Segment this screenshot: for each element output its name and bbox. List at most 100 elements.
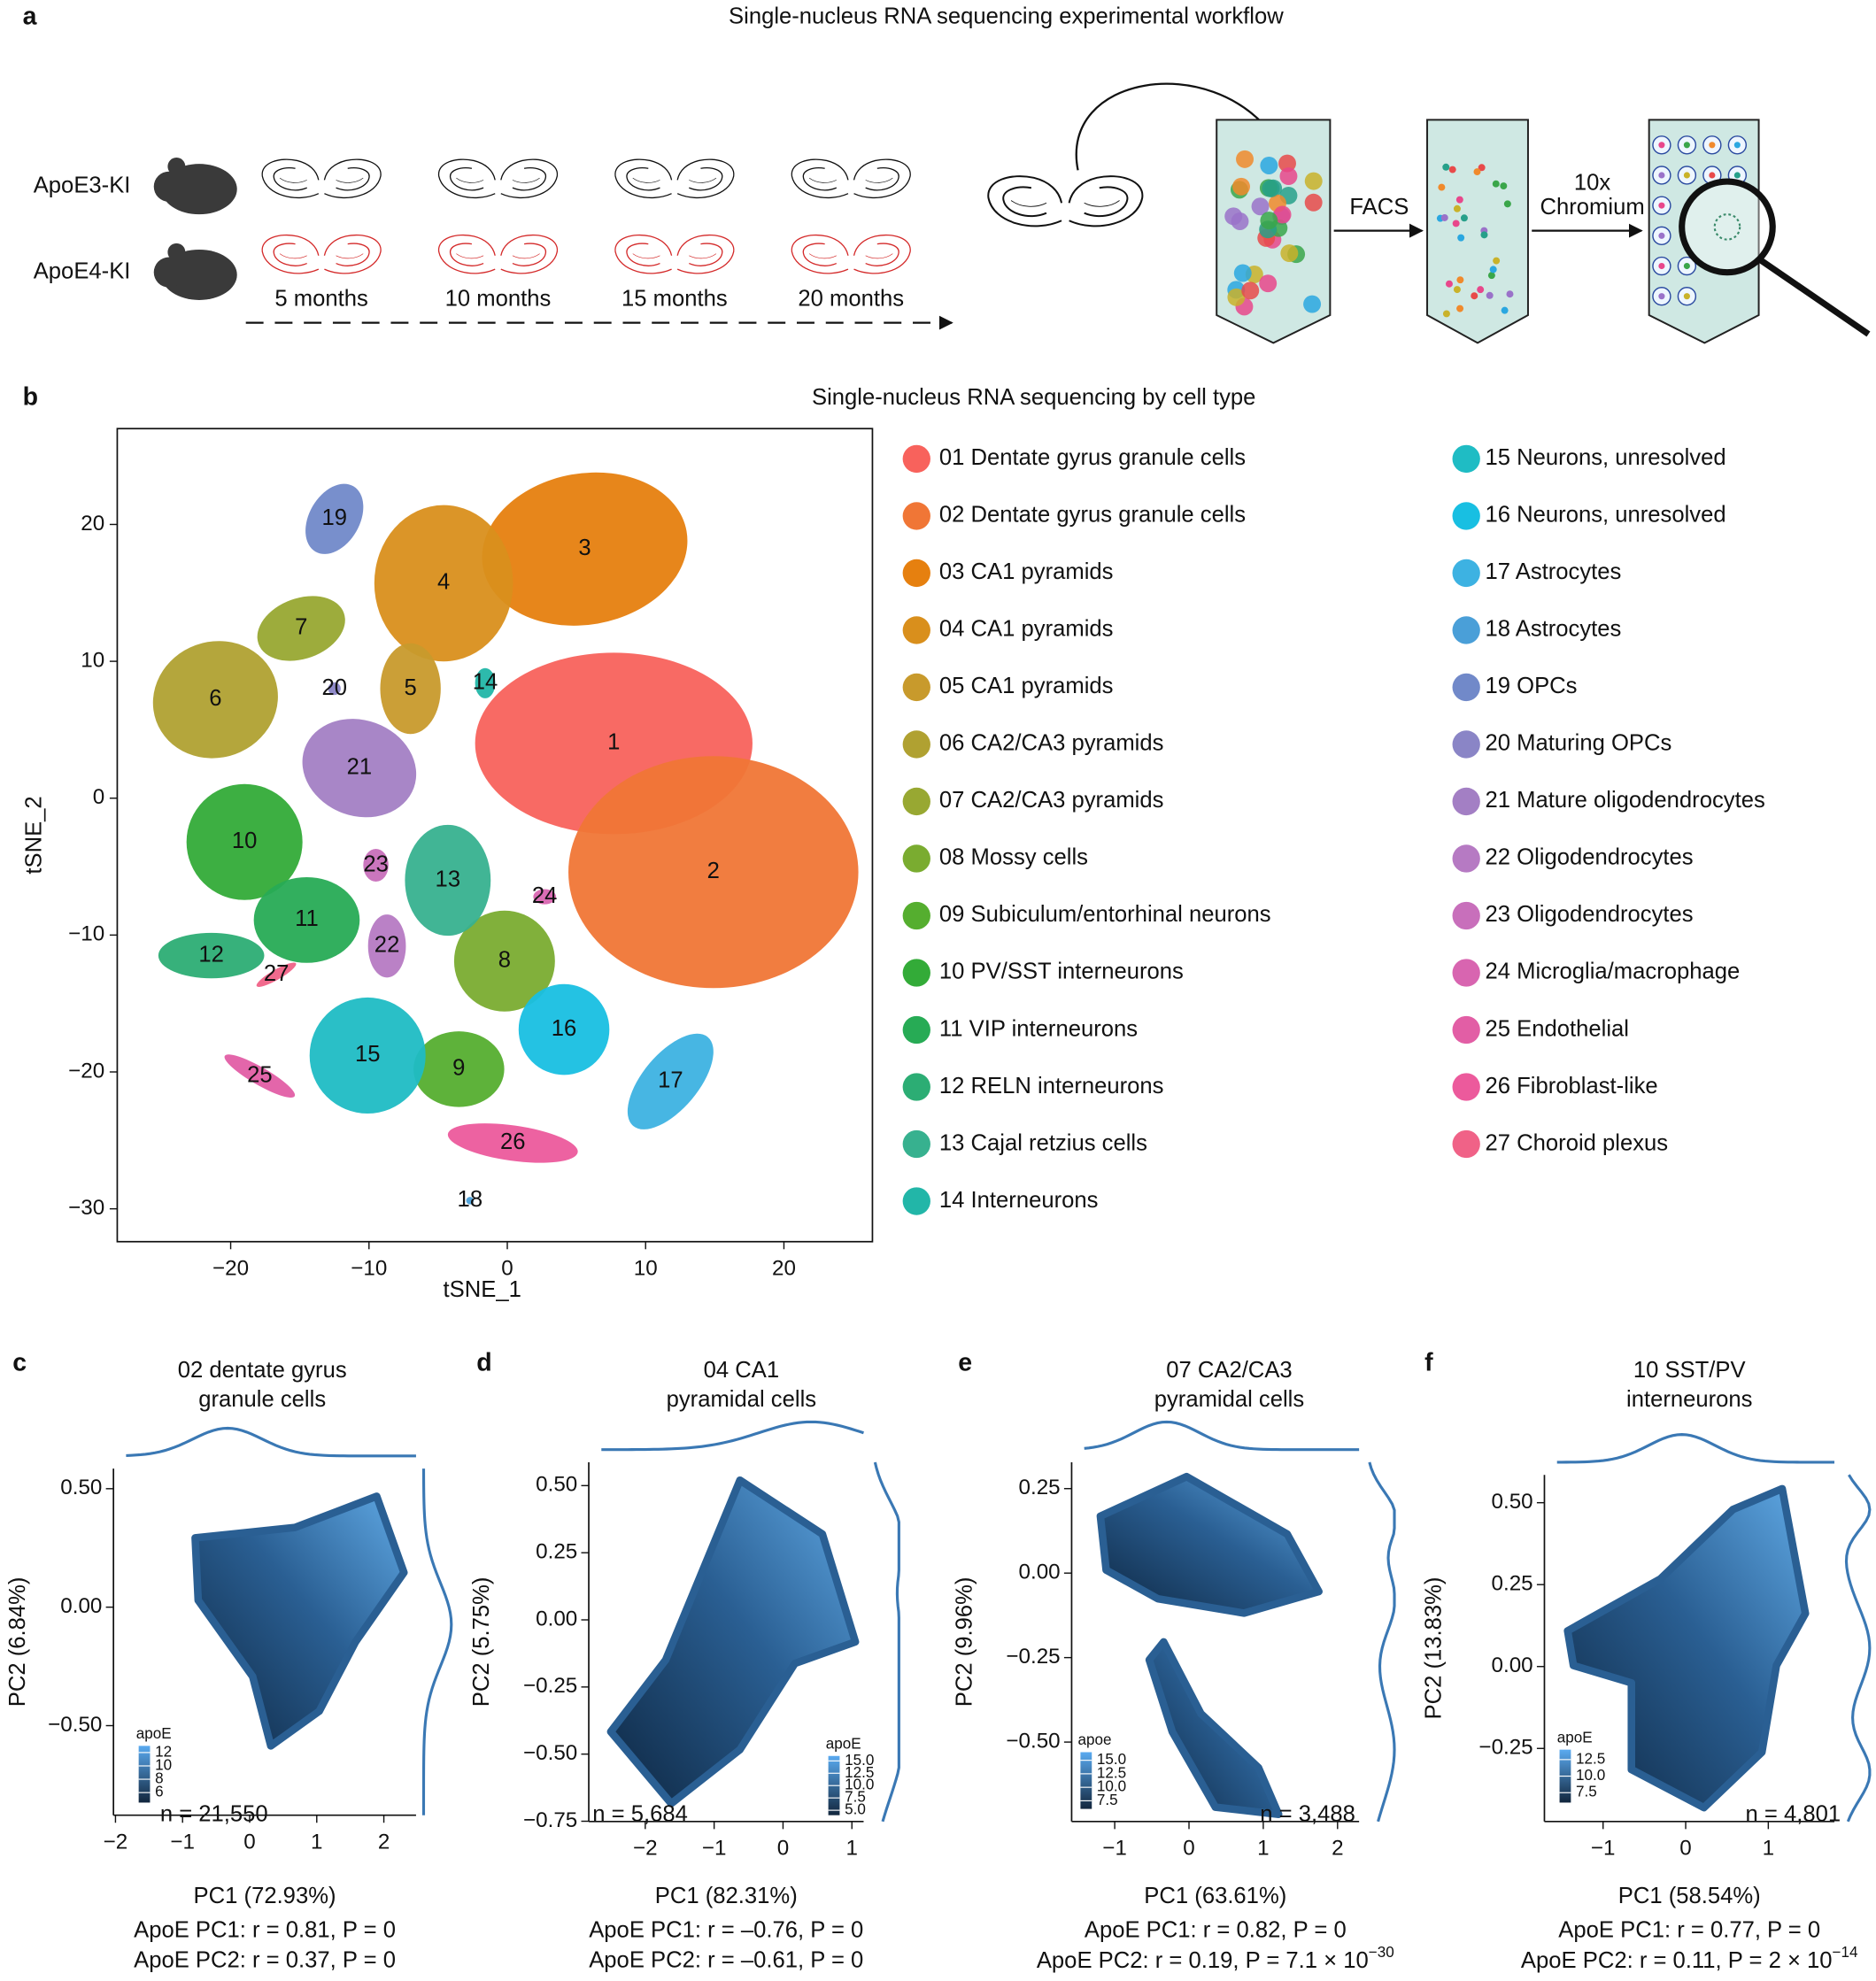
colorbar-tick-label: 10.0 xyxy=(1097,1778,1126,1795)
x-axis-label: PC1 (82.31%) xyxy=(655,1884,798,1908)
legend-swatch xyxy=(902,787,930,816)
legend-swatch xyxy=(902,959,930,987)
colorbar-tick-label: 10.0 xyxy=(845,1777,874,1793)
colorbar-tick-label: 7.5 xyxy=(845,1789,866,1806)
legend-swatch xyxy=(1452,502,1480,530)
cluster xyxy=(158,932,265,979)
nucleus xyxy=(1455,196,1463,204)
legend-label: 10 PV/SST interneurons xyxy=(939,960,1184,984)
marginal-density xyxy=(873,1461,900,1823)
x-tick-label: −2 xyxy=(633,1837,658,1861)
cluster xyxy=(475,667,496,698)
panel-title: 02 dentate gyrus xyxy=(178,1358,347,1383)
legend-label: 17 Astrocytes xyxy=(1486,559,1622,584)
stats-text: ApoE PC2: r = 0.11, P = 2 × 10 xyxy=(1521,1948,1833,1973)
legend-label: 25 Endothelial xyxy=(1486,1016,1629,1041)
marginal-density xyxy=(1844,1474,1872,1823)
point-cloud xyxy=(191,1492,408,1750)
x-tick-label: 1 xyxy=(846,1837,858,1861)
nucleus xyxy=(1709,142,1716,149)
panel-title: pyramidal cells xyxy=(667,1387,816,1412)
nucleus xyxy=(1280,244,1299,263)
panel-letter: d xyxy=(476,1348,491,1376)
colorbar-title: apoE xyxy=(826,1735,861,1752)
legend-swatch xyxy=(902,444,930,474)
hippocampus xyxy=(614,234,735,274)
y-axis-label: PC2 (6.84%) xyxy=(5,1577,30,1707)
y-tick-label: −20 xyxy=(68,1059,104,1083)
legend-swatch xyxy=(902,1015,930,1044)
y-tick-label: 0.25 xyxy=(1492,1572,1533,1596)
legend-swatch xyxy=(1452,730,1480,759)
colorbar-title: apoE xyxy=(136,1725,172,1742)
cluster-label: 16 xyxy=(552,1016,577,1041)
cluster-label: 13 xyxy=(436,867,461,891)
stats-line: ApoE PC2: r = –0.61, P = 0 xyxy=(589,1948,863,1973)
nucleus xyxy=(1489,266,1497,274)
stats-line: ApoE PC2: r = 0.19, P = 7.1 × 10−30 xyxy=(1037,1943,1394,1972)
legend-label: 01 Dentate gyrus granule cells xyxy=(939,445,1246,470)
legend-label: 22 Oligodendrocytes xyxy=(1486,845,1694,870)
colorbar xyxy=(138,1746,151,1803)
nucleus xyxy=(1251,197,1270,216)
legend-swatch xyxy=(1452,616,1480,644)
nucleus xyxy=(1303,295,1322,313)
nucleus xyxy=(1478,164,1486,172)
point-cloud xyxy=(1563,1484,1810,1812)
legend-swatch xyxy=(1452,787,1480,816)
nucleus xyxy=(1233,264,1252,282)
nucleus xyxy=(1457,234,1465,242)
panel-letter: a xyxy=(23,2,38,30)
hippocampus xyxy=(791,158,911,199)
marginal-density xyxy=(601,1420,864,1452)
cluster xyxy=(186,783,303,900)
n-label: n = 3,488 xyxy=(1260,1801,1355,1826)
x-tick-label: −1 xyxy=(702,1837,727,1861)
legend-label: 27 Choroid plexus xyxy=(1486,1130,1669,1155)
cluster xyxy=(405,824,491,937)
legend-label: 05 CA1 pyramids xyxy=(939,674,1114,698)
point-cloud xyxy=(606,1476,860,1808)
legend-label: 04 CA1 pyramids xyxy=(939,617,1114,642)
cluster-label: 26 xyxy=(500,1129,526,1154)
nucleus xyxy=(1304,193,1323,212)
cluster xyxy=(363,848,389,883)
x-tick-label: −10 xyxy=(351,1256,387,1280)
nucleus xyxy=(1453,286,1461,294)
panel-letter: b xyxy=(23,383,38,412)
legend-label: 06 CA2/CA3 pyramids xyxy=(939,731,1164,756)
cluster-label: 1 xyxy=(607,730,620,755)
y-tick-label: 0.00 xyxy=(1019,1561,1061,1584)
group-label: ApoE4-KI xyxy=(34,258,131,283)
cluster-label: 9 xyxy=(452,1056,465,1081)
stats-exponent: −14 xyxy=(1833,1943,1858,1960)
cluster xyxy=(533,889,557,905)
x-tick-label: 2 xyxy=(1332,1837,1343,1861)
cluster-label: 23 xyxy=(363,852,389,876)
nucleus xyxy=(1683,293,1690,300)
cluster xyxy=(466,1197,475,1205)
cluster-label: 20 xyxy=(321,675,347,700)
timepoint-label: 20 months xyxy=(798,287,904,312)
y-tick-label: 0.25 xyxy=(536,1540,577,1564)
colorbar-tick-label: 15.0 xyxy=(1097,1751,1126,1768)
cluster xyxy=(482,472,688,626)
nucleus xyxy=(1448,166,1456,173)
nucleus xyxy=(1487,272,1495,280)
y-tick-label: −0.25 xyxy=(523,1674,577,1698)
nucleus xyxy=(1445,280,1453,288)
hippocampus xyxy=(791,234,911,274)
nucleus-dots xyxy=(1224,135,1748,318)
y-tick-label: −0.50 xyxy=(523,1741,577,1765)
legend-label: 14 Interneurons xyxy=(939,1188,1099,1213)
magnifier xyxy=(1679,178,1871,337)
cluster xyxy=(253,876,360,963)
nucleus xyxy=(1471,292,1478,300)
nucleus xyxy=(1224,207,1243,226)
timepoint-label: 5 months xyxy=(274,287,367,312)
nucleus xyxy=(1658,142,1665,149)
hippocampus xyxy=(261,234,382,274)
legend-swatch xyxy=(902,673,930,702)
colorbar-tick-label: 10.0 xyxy=(1576,1767,1605,1784)
x-tick-label: −1 xyxy=(1102,1837,1127,1861)
